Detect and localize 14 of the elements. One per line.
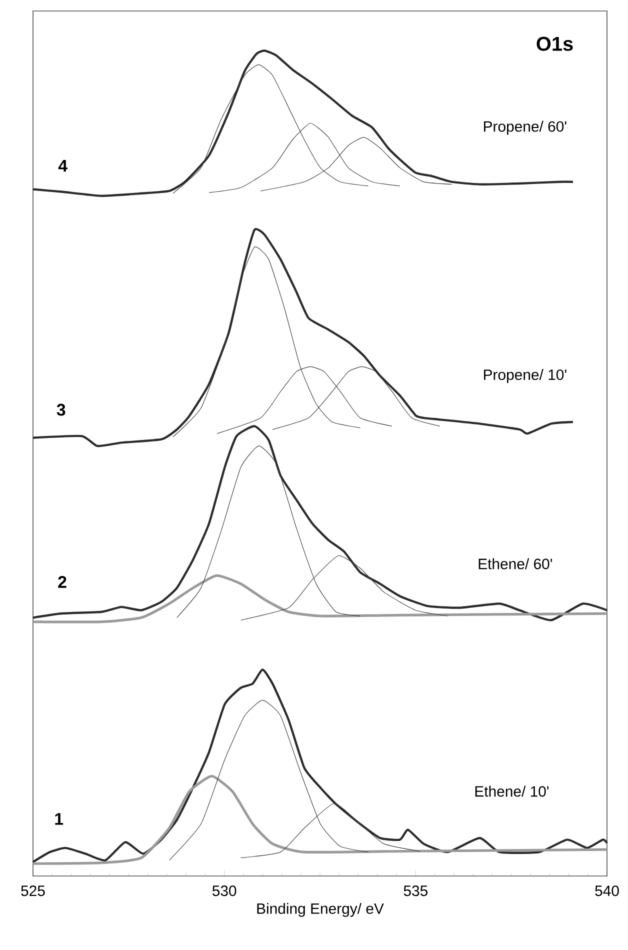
x-tick-label: 535 (404, 886, 428, 896)
x-axis-title: Binding Energy/ eV (257, 902, 384, 917)
x-tick-label: 525 (21, 886, 45, 896)
annotation: O1s (536, 36, 573, 51)
x-tick-label: 530 (212, 886, 236, 896)
annotation: 4 (58, 160, 68, 172)
annotation: 1 (55, 813, 64, 825)
annotation: Ethene/ 10' (475, 786, 549, 797)
annotation: Propene/ 10' (484, 369, 566, 383)
annotation: Ethene/ 60' (478, 558, 552, 570)
annotation: Propene/ 60' (484, 120, 566, 135)
x-tick-label: 540 (595, 886, 619, 896)
annotation: 3 (56, 404, 66, 416)
annotation: 2 (58, 576, 66, 588)
